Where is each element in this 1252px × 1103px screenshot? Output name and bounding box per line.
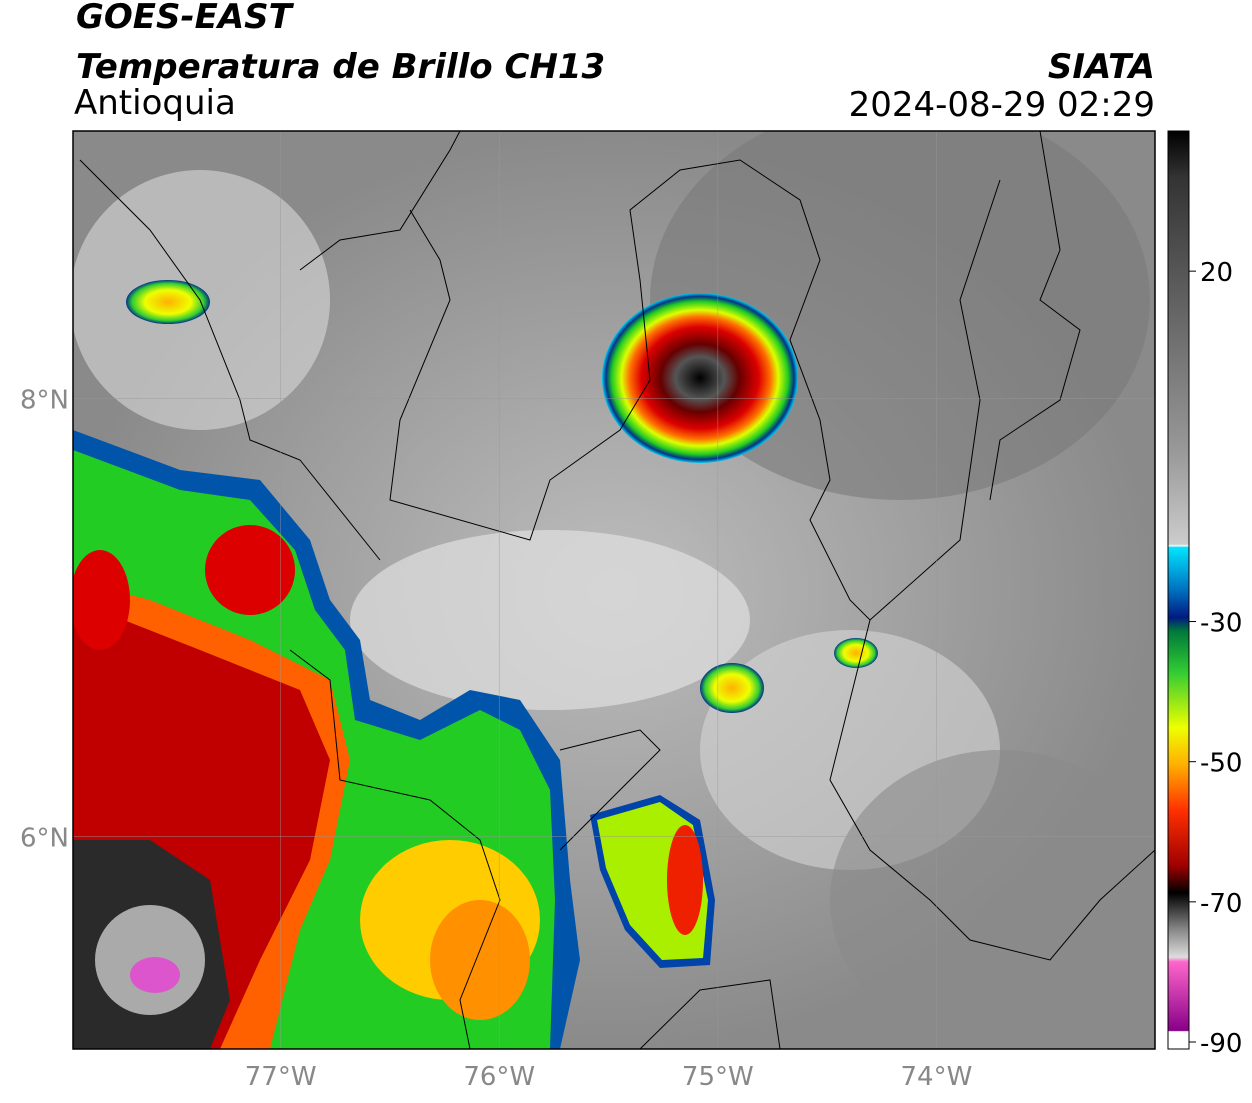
x-tick-label: 74°W bbox=[901, 1062, 973, 1092]
colorbar-tick-label: 20 bbox=[1200, 258, 1233, 288]
title: GOES-EAST bbox=[76, 0, 295, 37]
x-tick-label: 77°W bbox=[245, 1062, 317, 1092]
x-tick-label: 76°W bbox=[463, 1062, 535, 1092]
colorbar bbox=[1167, 130, 1190, 1050]
plot-frame bbox=[72, 130, 1156, 1050]
imagery bbox=[73, 131, 1155, 1049]
colorbar-tick-label: -50 bbox=[1200, 749, 1242, 779]
source: SIATA bbox=[1048, 47, 1155, 87]
datetime: 2024-08-29 02:29 bbox=[849, 85, 1155, 125]
grid bbox=[73, 131, 1155, 1049]
colorbar-tick-label: -30 bbox=[1200, 609, 1242, 639]
x-tick-label: 75°W bbox=[682, 1062, 754, 1092]
colorbar-tick-label: -70 bbox=[1200, 889, 1242, 919]
y-tick-label: 8°N bbox=[20, 385, 69, 415]
colorbar-tick-label: -90 bbox=[1200, 1029, 1242, 1059]
region: Antioquia bbox=[74, 83, 236, 123]
y-tick-label: 6°N bbox=[20, 823, 69, 853]
subtitle: Temperatura de Brillo CH13 bbox=[76, 47, 605, 87]
